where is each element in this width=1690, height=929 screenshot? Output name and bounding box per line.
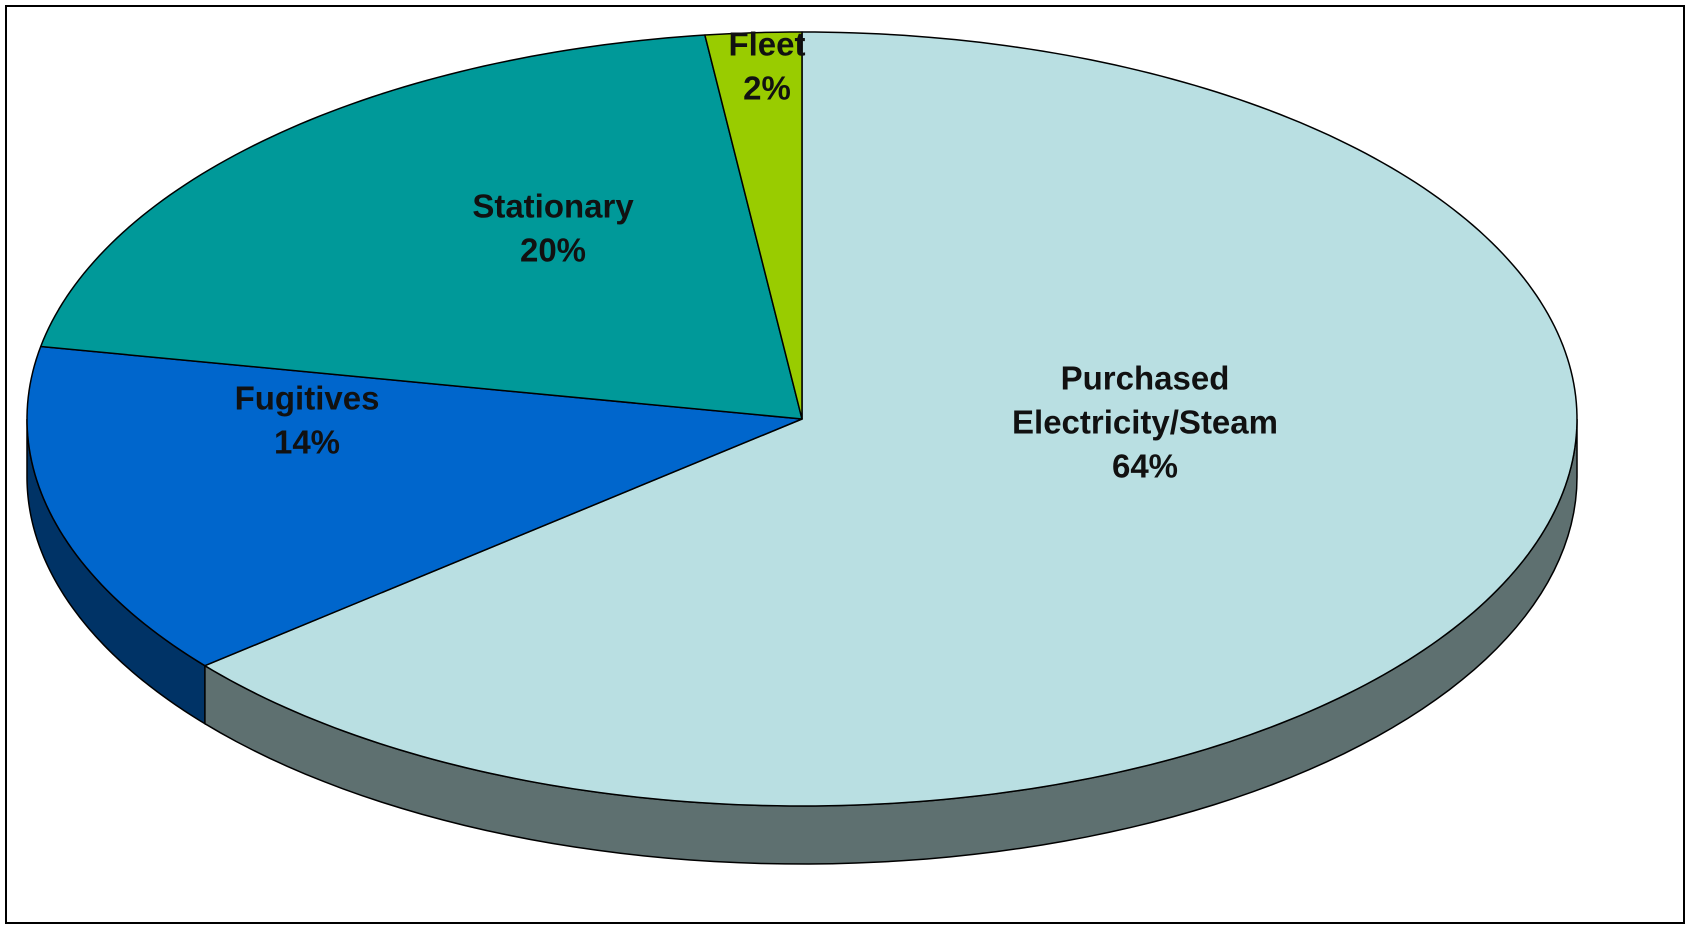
slice-label-stationary: Stationary [472, 188, 634, 225]
pie-slice-purchased-electricity-steam [204, 31, 1578, 807]
percent-label-fugitives: 14% [274, 424, 340, 461]
slice-label-purchased-electricity-steam: Purchased [1061, 360, 1230, 397]
slice-label-fleet: Fleet [728, 26, 805, 63]
pie-slice-fleet [704, 31, 803, 420]
pie-labels: Purchased Electricity/Steam 64% Fugitives 14… [235, 26, 1278, 485]
percent-label-fleet: 2% [743, 70, 791, 107]
percent-label-purchased-electricity-steam: 64% [1112, 448, 1178, 485]
pie-chart: Purchased Electricity/Steam 64% Fugitives 14… [26, 26, 1578, 865]
slice-label-purchased-electricity-steam: Electricity/Steam [1012, 404, 1278, 441]
pie-slice-stationary [39, 34, 803, 420]
slice-label-fugitives: Fugitives [235, 380, 380, 417]
chart-frame: Purchased Electricity/Steam 64% Fugitives 14… [5, 5, 1685, 924]
percent-label-stationary: 20% [520, 232, 586, 269]
pie-slice-fugitives [26, 345, 803, 667]
pie-slices [26, 31, 1578, 807]
